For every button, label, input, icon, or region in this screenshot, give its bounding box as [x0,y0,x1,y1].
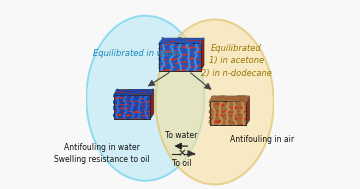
FancyBboxPatch shape [159,43,201,70]
Text: Antifouling in air: Antifouling in air [230,135,294,144]
Polygon shape [159,38,204,43]
Text: To oil: To oil [172,159,191,168]
FancyBboxPatch shape [114,95,150,119]
Text: Equilibrated in water: Equilibrated in water [93,49,181,58]
Polygon shape [150,89,154,119]
FancyBboxPatch shape [210,101,246,125]
Text: Antifouling in water
Swelling resistance to oil: Antifouling in water Swelling resistance… [54,143,150,164]
Text: To water: To water [165,132,198,140]
Ellipse shape [156,19,274,184]
Polygon shape [114,89,154,95]
Polygon shape [246,96,249,125]
Text: Equilibrated
1) in acetone
2) in n-dodecane: Equilibrated 1) in acetone 2) in n-dodec… [201,44,272,78]
Polygon shape [201,38,204,70]
Ellipse shape [86,16,204,181]
Polygon shape [210,96,249,101]
Text: ×: × [177,149,186,159]
